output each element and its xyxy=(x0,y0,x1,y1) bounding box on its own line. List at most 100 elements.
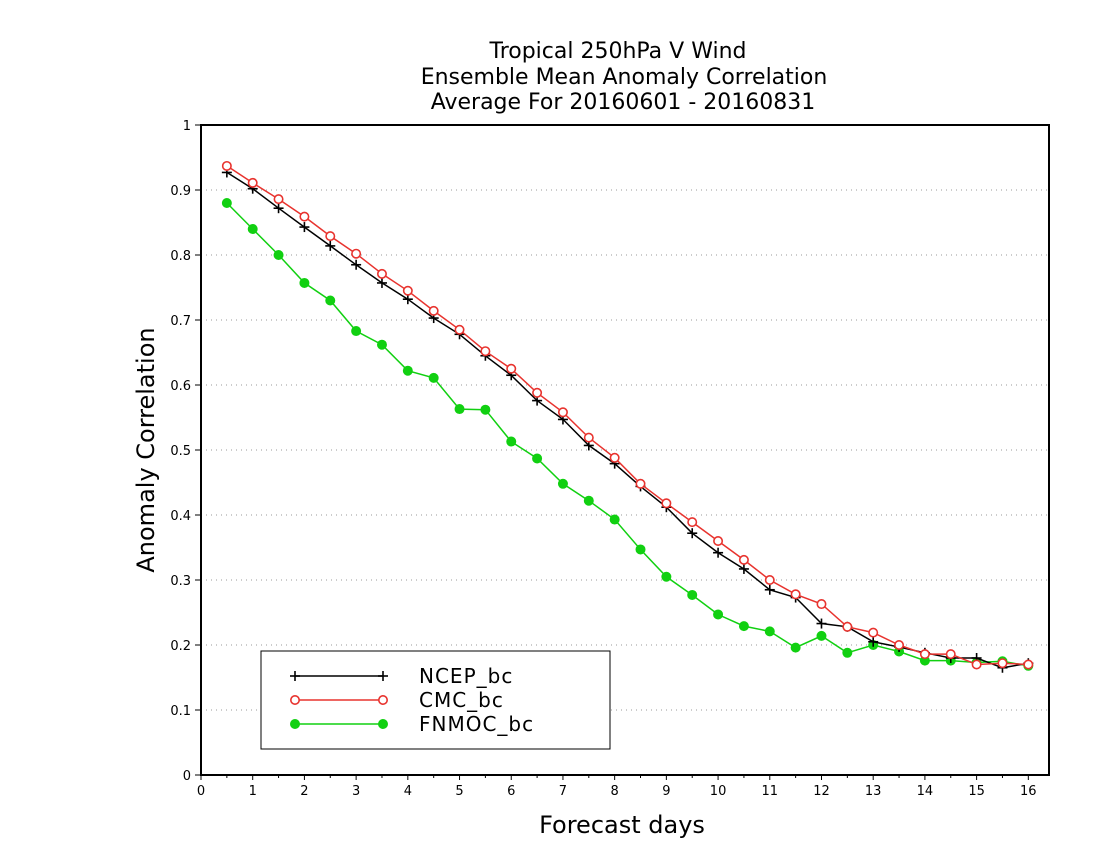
data-point xyxy=(971,659,982,670)
series-line xyxy=(226,165,1029,666)
legend-label: CMC_bc xyxy=(419,688,504,712)
legend-marker xyxy=(378,671,388,681)
data-point xyxy=(764,574,775,585)
data-point xyxy=(764,584,775,595)
data-point xyxy=(738,621,749,632)
x-tick-label: 4 xyxy=(404,784,412,799)
data-point xyxy=(661,498,672,509)
data-point xyxy=(376,339,387,350)
legend-marker xyxy=(290,671,300,681)
data-point xyxy=(402,365,413,376)
data-point xyxy=(816,618,827,629)
x-tick-label: 8 xyxy=(611,784,619,799)
series-FNMOC_bc xyxy=(221,198,1034,671)
data-point xyxy=(713,547,724,558)
data-point xyxy=(997,658,1008,669)
chart-title: Tropical 250hPa V Wind Ensemble Mean Ano… xyxy=(421,39,828,115)
x-tick-label: 16 xyxy=(1020,784,1037,799)
chart-title-line-2: Ensemble Mean Anomaly Correlation xyxy=(421,65,828,90)
legend-marker xyxy=(378,719,388,729)
legend-marker xyxy=(377,694,388,705)
data-point xyxy=(454,324,465,335)
data-point xyxy=(583,432,594,443)
data-point xyxy=(351,326,362,337)
data-point xyxy=(376,277,387,288)
data-point xyxy=(299,277,310,288)
y-tick-label: 0.7 xyxy=(170,314,191,329)
x-tick-label: 11 xyxy=(762,784,779,799)
x-tick-label: 14 xyxy=(917,784,934,799)
data-point xyxy=(790,642,801,653)
data-point xyxy=(635,478,646,489)
y-tick-label: 0.2 xyxy=(170,639,191,654)
legend-label: FNMOC_bc xyxy=(419,712,534,736)
x-tick-label: 12 xyxy=(813,784,830,799)
y-tick-label: 0.5 xyxy=(170,444,191,459)
data-point xyxy=(273,250,284,260)
data-point xyxy=(351,248,362,259)
data-point xyxy=(713,609,724,620)
x-tick-label: 10 xyxy=(710,784,727,799)
data-point xyxy=(687,528,698,539)
data-point xyxy=(325,231,336,242)
data-point xyxy=(221,198,232,208)
data-point xyxy=(764,626,775,637)
legend-item-FNMOC_bc: FNMOC_bc xyxy=(290,712,534,736)
y-tick-label: 0.9 xyxy=(170,184,191,199)
y-tick-label: 0.8 xyxy=(170,249,191,264)
data-point xyxy=(299,211,310,222)
x-tick-label: 0 xyxy=(197,784,205,799)
data-point xyxy=(738,563,749,574)
data-point xyxy=(919,649,930,660)
x-tick-label: 9 xyxy=(662,784,670,799)
data-point xyxy=(532,387,543,398)
grid-lines xyxy=(201,189,1049,711)
data-point xyxy=(221,160,232,171)
series-CMC_bc xyxy=(221,160,1034,670)
x-axis-title: Forecast days xyxy=(539,811,705,839)
data-point xyxy=(945,649,956,660)
legend-marker xyxy=(289,694,300,705)
data-point xyxy=(661,571,672,582)
data-point xyxy=(635,544,646,555)
legend-marker xyxy=(290,719,300,729)
data-point xyxy=(351,259,362,270)
data-point xyxy=(842,647,853,658)
data-point xyxy=(816,630,827,641)
legend-item-NCEP_bc: NCEP_bc xyxy=(290,664,513,688)
data-point xyxy=(428,372,439,383)
y-axis-title: Anomaly Correlation xyxy=(132,327,160,572)
data-point xyxy=(790,589,801,600)
data-point xyxy=(532,453,543,464)
data-point xyxy=(273,203,284,214)
data-point xyxy=(868,627,879,638)
data-point xyxy=(247,224,258,234)
x-tick-label: 2 xyxy=(300,784,308,799)
data-point xyxy=(557,407,568,418)
data-point xyxy=(868,636,879,647)
series-line xyxy=(226,202,1029,667)
data-point xyxy=(506,436,517,447)
tick-labels: 0 1 2 3 4 5 6 7 8 9 10 11 12 13 14 15 1600.10.20.30.40.5… xyxy=(170,119,1036,799)
series-NCEP_bc xyxy=(221,167,1034,673)
legend-item-CMC_bc: CMC_bc xyxy=(289,688,504,712)
y-tick-label: 0.1 xyxy=(170,704,191,719)
data-point xyxy=(687,589,698,600)
data-point xyxy=(842,621,853,632)
x-tick-label: 5 xyxy=(455,784,463,799)
legend-label: NCEP_bc xyxy=(419,664,513,688)
y-tick-label: 0.3 xyxy=(170,574,191,589)
y-tick-label: 0 xyxy=(183,769,191,784)
data-point xyxy=(557,478,568,489)
data-point xyxy=(609,514,620,525)
data-point xyxy=(376,268,387,279)
x-tick-label: 7 xyxy=(559,784,567,799)
data-point xyxy=(506,363,517,374)
data-point xyxy=(325,240,336,251)
data-point xyxy=(1023,659,1034,670)
data-point xyxy=(454,404,465,415)
data-point xyxy=(687,517,698,528)
data-point xyxy=(480,404,491,415)
